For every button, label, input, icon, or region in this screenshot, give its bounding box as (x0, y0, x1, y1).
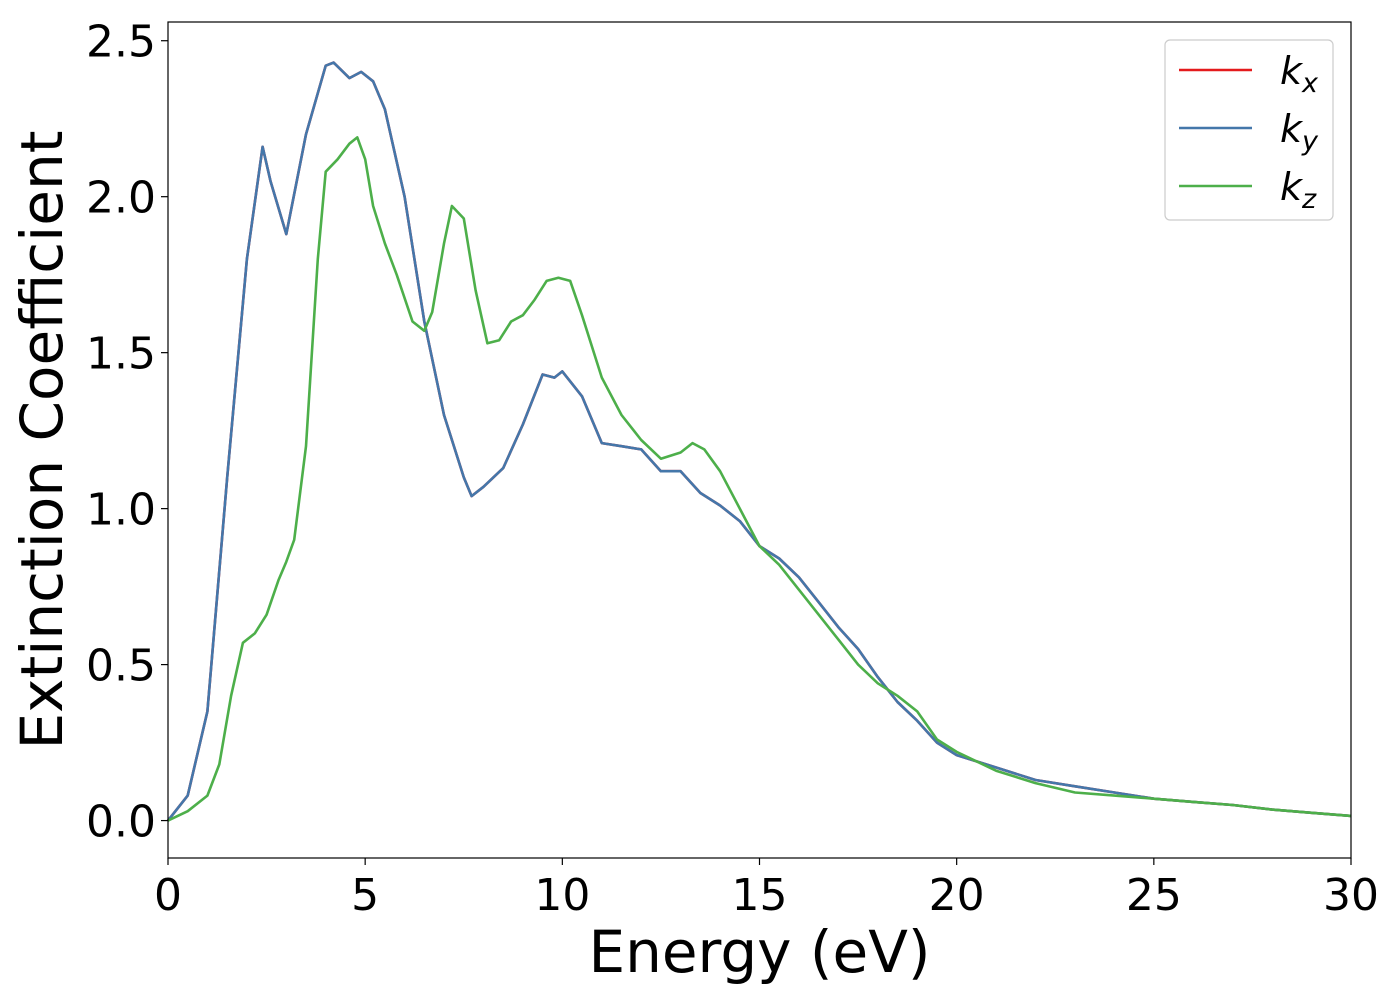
legend-label: ky (1280, 107, 1319, 157)
x-tick-label: 25 (1126, 870, 1182, 921)
y-tick-label: 2.5 (86, 17, 156, 68)
x-axis-label: Energy (eV) (588, 918, 930, 986)
series-lines (166, 61, 1352, 822)
plot-area-frame (167, 21, 1352, 859)
x-tick-label: 20 (929, 870, 985, 921)
y-axis-ticks: 0.0 0.5 1.0 1.5 2.0 2.5 (86, 17, 168, 848)
y-axis-label: Extinction Coefficient (8, 131, 76, 750)
x-axis-ticks: 0 5 10 15 20 25 30 (154, 858, 1379, 921)
x-tick-label: 30 (1323, 870, 1379, 921)
legend-box (1164, 39, 1334, 221)
y-tick-label: 0.0 (86, 797, 156, 848)
y-tick-label: 1.0 (86, 485, 156, 536)
legend-label: kx (1280, 49, 1319, 99)
legend-label: kz (1280, 165, 1317, 215)
x-tick-label: 0 (154, 870, 182, 921)
series-line-k-y (166, 61, 1352, 822)
y-tick-label: 0.5 (86, 641, 156, 692)
y-tick-label: 2.0 (86, 173, 156, 224)
legend: kx ky kz (1164, 39, 1334, 221)
x-tick-label: 15 (732, 870, 788, 921)
x-tick-label: 5 (351, 870, 379, 921)
y-tick-label: 1.5 (86, 329, 156, 380)
x-tick-label: 10 (534, 870, 590, 921)
series-line-k-z (167, 136, 1352, 822)
